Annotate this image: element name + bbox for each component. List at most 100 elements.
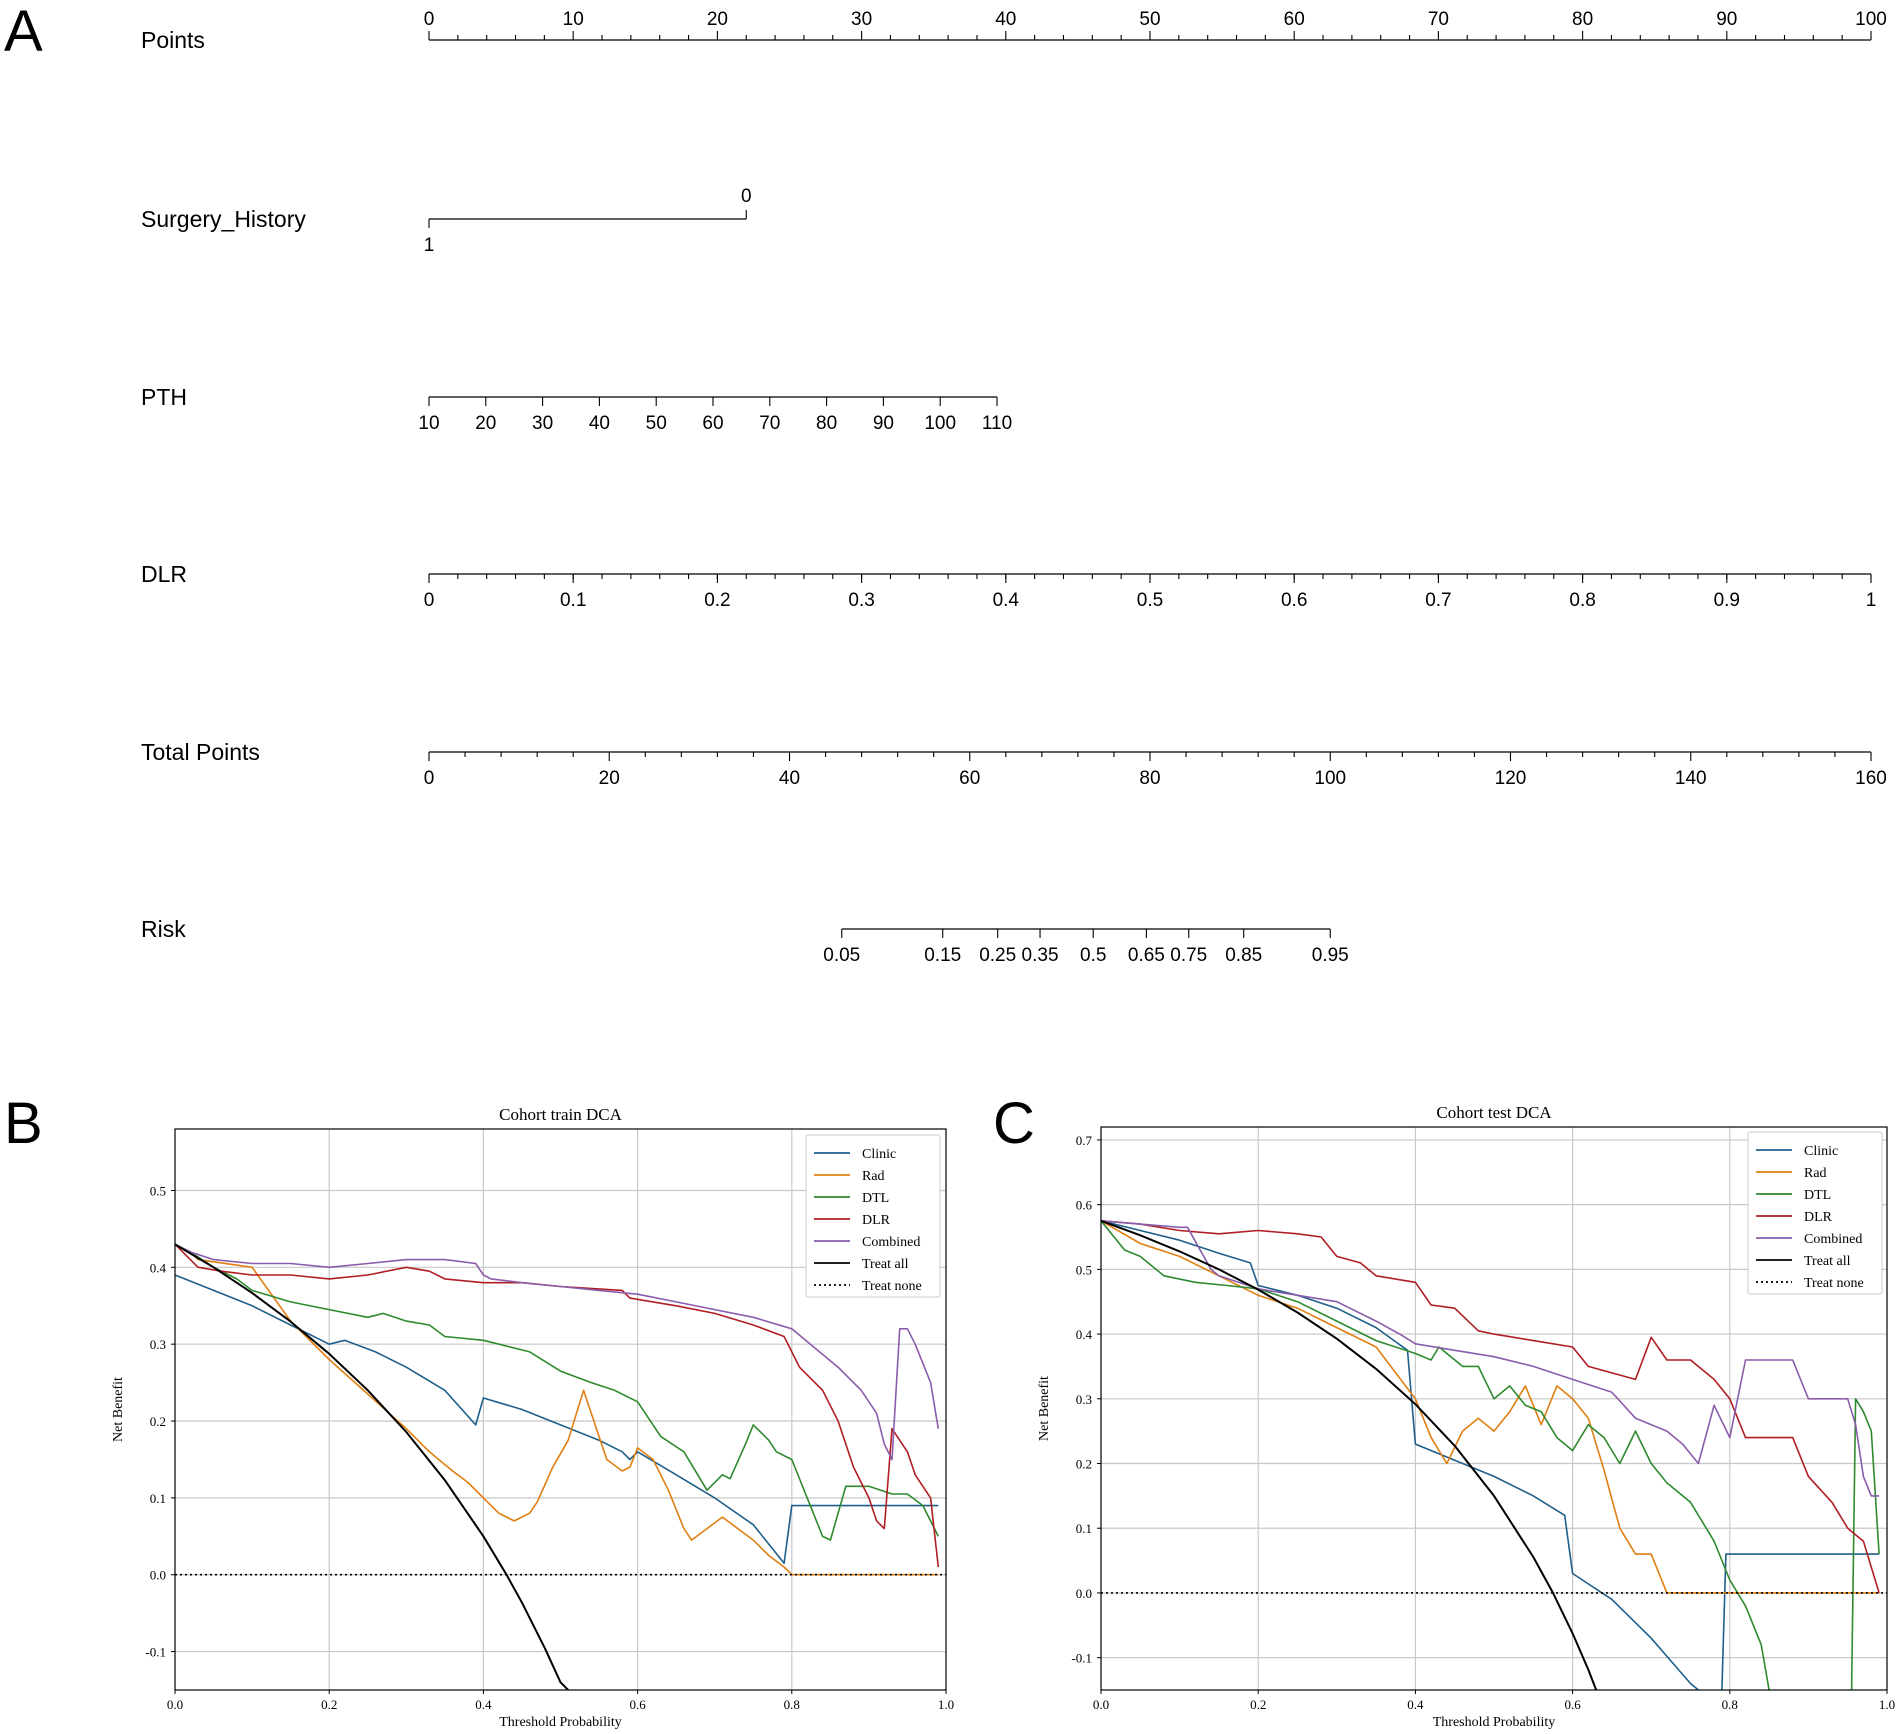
y-tick-label: 0.1 bbox=[1076, 1521, 1092, 1536]
nomogram-row-label-points: Points bbox=[141, 27, 205, 53]
x-axis-label: Threshold Probability bbox=[1433, 1715, 1556, 1730]
dlr-tick-label: 0 bbox=[424, 590, 435, 611]
legend-label: DLR bbox=[862, 1213, 891, 1228]
y-tick-label: 0.2 bbox=[1076, 1457, 1092, 1472]
pth-tick-label: 20 bbox=[475, 413, 496, 434]
x-tick-label: 1.0 bbox=[1879, 1697, 1895, 1712]
series-line-dtl bbox=[175, 1243, 940, 1541]
plot-area bbox=[1101, 1219, 1887, 1690]
points-tick-label: 40 bbox=[995, 9, 1016, 30]
panel-label-b: B bbox=[4, 1091, 43, 1156]
risk-tick-label: 0.05 bbox=[823, 945, 860, 966]
pth-tick-label: 90 bbox=[873, 413, 894, 434]
x-tick-label: 0.8 bbox=[1722, 1697, 1738, 1712]
nomogram-row-label-risk: Risk bbox=[141, 916, 186, 942]
legend-label: Clinic bbox=[1804, 1144, 1838, 1159]
x-tick-label: 0.6 bbox=[1564, 1697, 1581, 1712]
pth-tick-label: 50 bbox=[646, 413, 667, 434]
plot-area bbox=[175, 1243, 946, 1690]
points-tick-label: 70 bbox=[1428, 9, 1449, 30]
dlr-tick-label: 0.8 bbox=[1569, 590, 1595, 611]
dlr-tick-label: 1 bbox=[1866, 590, 1877, 611]
legend: Clinic Rad DTL DLR Combined Treat all Treat no… bbox=[805, 1134, 941, 1298]
total-points-tick-label: 100 bbox=[1314, 768, 1346, 789]
y-tick-label: -0.1 bbox=[1071, 1651, 1092, 1666]
legend-label: Treat all bbox=[1804, 1254, 1851, 1269]
points-tick-label: 90 bbox=[1716, 9, 1737, 30]
x-tick-label: 0.2 bbox=[1250, 1697, 1266, 1712]
y-tick-label: -0.1 bbox=[145, 1645, 166, 1660]
series-line-clinic bbox=[175, 1274, 939, 1564]
risk-tick-label: 0.5 bbox=[1080, 945, 1106, 966]
dlr-tick-label: 0.7 bbox=[1425, 590, 1451, 611]
total-points-tick-label: 120 bbox=[1495, 768, 1527, 789]
risk-tick-label: 0.15 bbox=[924, 945, 961, 966]
risk-tick-label: 0.75 bbox=[1170, 945, 1207, 966]
x-tick-label: 0.4 bbox=[1407, 1697, 1424, 1712]
surgery-history-level-label: 0 bbox=[741, 186, 752, 207]
total-points-tick-label: 60 bbox=[959, 768, 980, 789]
series-line-combined bbox=[175, 1243, 940, 1461]
points-tick-label: 0 bbox=[424, 9, 435, 30]
nomogram-row-label-surgery-history: Surgery_History bbox=[141, 206, 306, 232]
total-points-tick-label: 0 bbox=[424, 768, 435, 789]
pth-tick-label: 80 bbox=[816, 413, 837, 434]
legend-label: Treat none bbox=[1804, 1276, 1864, 1291]
dlr-tick-label: 0.3 bbox=[848, 590, 874, 611]
pth-tick-label: 60 bbox=[702, 413, 723, 434]
y-tick-label: 0.3 bbox=[150, 1337, 166, 1352]
pth-tick-label: 10 bbox=[418, 413, 439, 434]
y-tick-label: 0.2 bbox=[150, 1414, 166, 1429]
legend: Clinic Rad DTL DLR Combined Treat all Treat no… bbox=[1747, 1131, 1883, 1295]
x-tick-label: 0.8 bbox=[784, 1697, 800, 1712]
y-tick-label: 0.4 bbox=[150, 1260, 167, 1275]
series-line-combined bbox=[1101, 1220, 1880, 1497]
series-line-clinic bbox=[1721, 1553, 1880, 1690]
series-line-dtl bbox=[1850, 1398, 1880, 1690]
total-points-tick-label: 40 bbox=[779, 768, 800, 789]
dlr-tick-label: 0.9 bbox=[1714, 590, 1740, 611]
y-tick-label: 0.3 bbox=[1076, 1392, 1092, 1407]
legend-label: Rad bbox=[862, 1169, 885, 1184]
series-line-dlr bbox=[175, 1243, 940, 1568]
points-tick-label: 30 bbox=[851, 9, 872, 30]
total-points-tick-label: 140 bbox=[1675, 768, 1707, 789]
pth-tick-label: 70 bbox=[759, 413, 780, 434]
x-tick-label: 0.0 bbox=[1093, 1697, 1109, 1712]
total-points-tick-label: 160 bbox=[1855, 768, 1887, 789]
dlr-tick-label: 0.1 bbox=[560, 590, 586, 611]
dca-test-chart: 0.0 0.2 0.4 0.6 0.8 1.0 -0.1 0.0 0.1 0.2 0.3 0.4 0.5… bbox=[1037, 1103, 1895, 1730]
y-tick-label: 0.0 bbox=[150, 1568, 166, 1583]
risk-tick-label: 0.95 bbox=[1312, 945, 1349, 966]
pth-tick-label: 30 bbox=[532, 413, 553, 434]
y-tick-label: 0.5 bbox=[1076, 1262, 1092, 1277]
dlr-tick-label: 0.2 bbox=[704, 590, 730, 611]
risk-tick-label: 0.85 bbox=[1225, 945, 1262, 966]
series-line-dlr bbox=[1101, 1220, 1880, 1594]
points-tick-label: 60 bbox=[1284, 9, 1305, 30]
x-tick-label: 0.0 bbox=[167, 1697, 183, 1712]
chart-title: Cohort train DCA bbox=[499, 1105, 622, 1124]
points-tick-label: 80 bbox=[1572, 9, 1593, 30]
x-tick-label: 0.4 bbox=[475, 1697, 492, 1712]
legend-label: Clinic bbox=[862, 1147, 896, 1162]
risk-tick-label: 0.65 bbox=[1128, 945, 1165, 966]
legend-label: DLR bbox=[1804, 1210, 1833, 1225]
series-line-treat-all bbox=[175, 1243, 569, 1690]
nomogram-row-label-pth: PTH bbox=[141, 384, 187, 410]
plot-frame bbox=[174, 1128, 947, 1691]
series-line-treat-all bbox=[1101, 1219, 1598, 1690]
legend-label: Treat none bbox=[862, 1279, 922, 1294]
y-tick-label: 0.0 bbox=[1076, 1586, 1092, 1601]
y-tick-label: 0.5 bbox=[150, 1183, 166, 1198]
x-tick-label: 0.2 bbox=[321, 1697, 337, 1712]
y-axis-label: Net Benefit bbox=[1037, 1376, 1052, 1441]
nomogram-row-label-total-points: Total Points bbox=[141, 739, 260, 765]
legend-label: DTL bbox=[862, 1191, 889, 1206]
pth-tick-label: 40 bbox=[589, 413, 610, 434]
y-tick-label: 0.4 bbox=[1076, 1327, 1093, 1342]
y-tick-label: 0.1 bbox=[150, 1491, 166, 1506]
surgery-history-level-label: 1 bbox=[424, 235, 435, 256]
y-tick-label: 0.6 bbox=[1076, 1198, 1093, 1213]
